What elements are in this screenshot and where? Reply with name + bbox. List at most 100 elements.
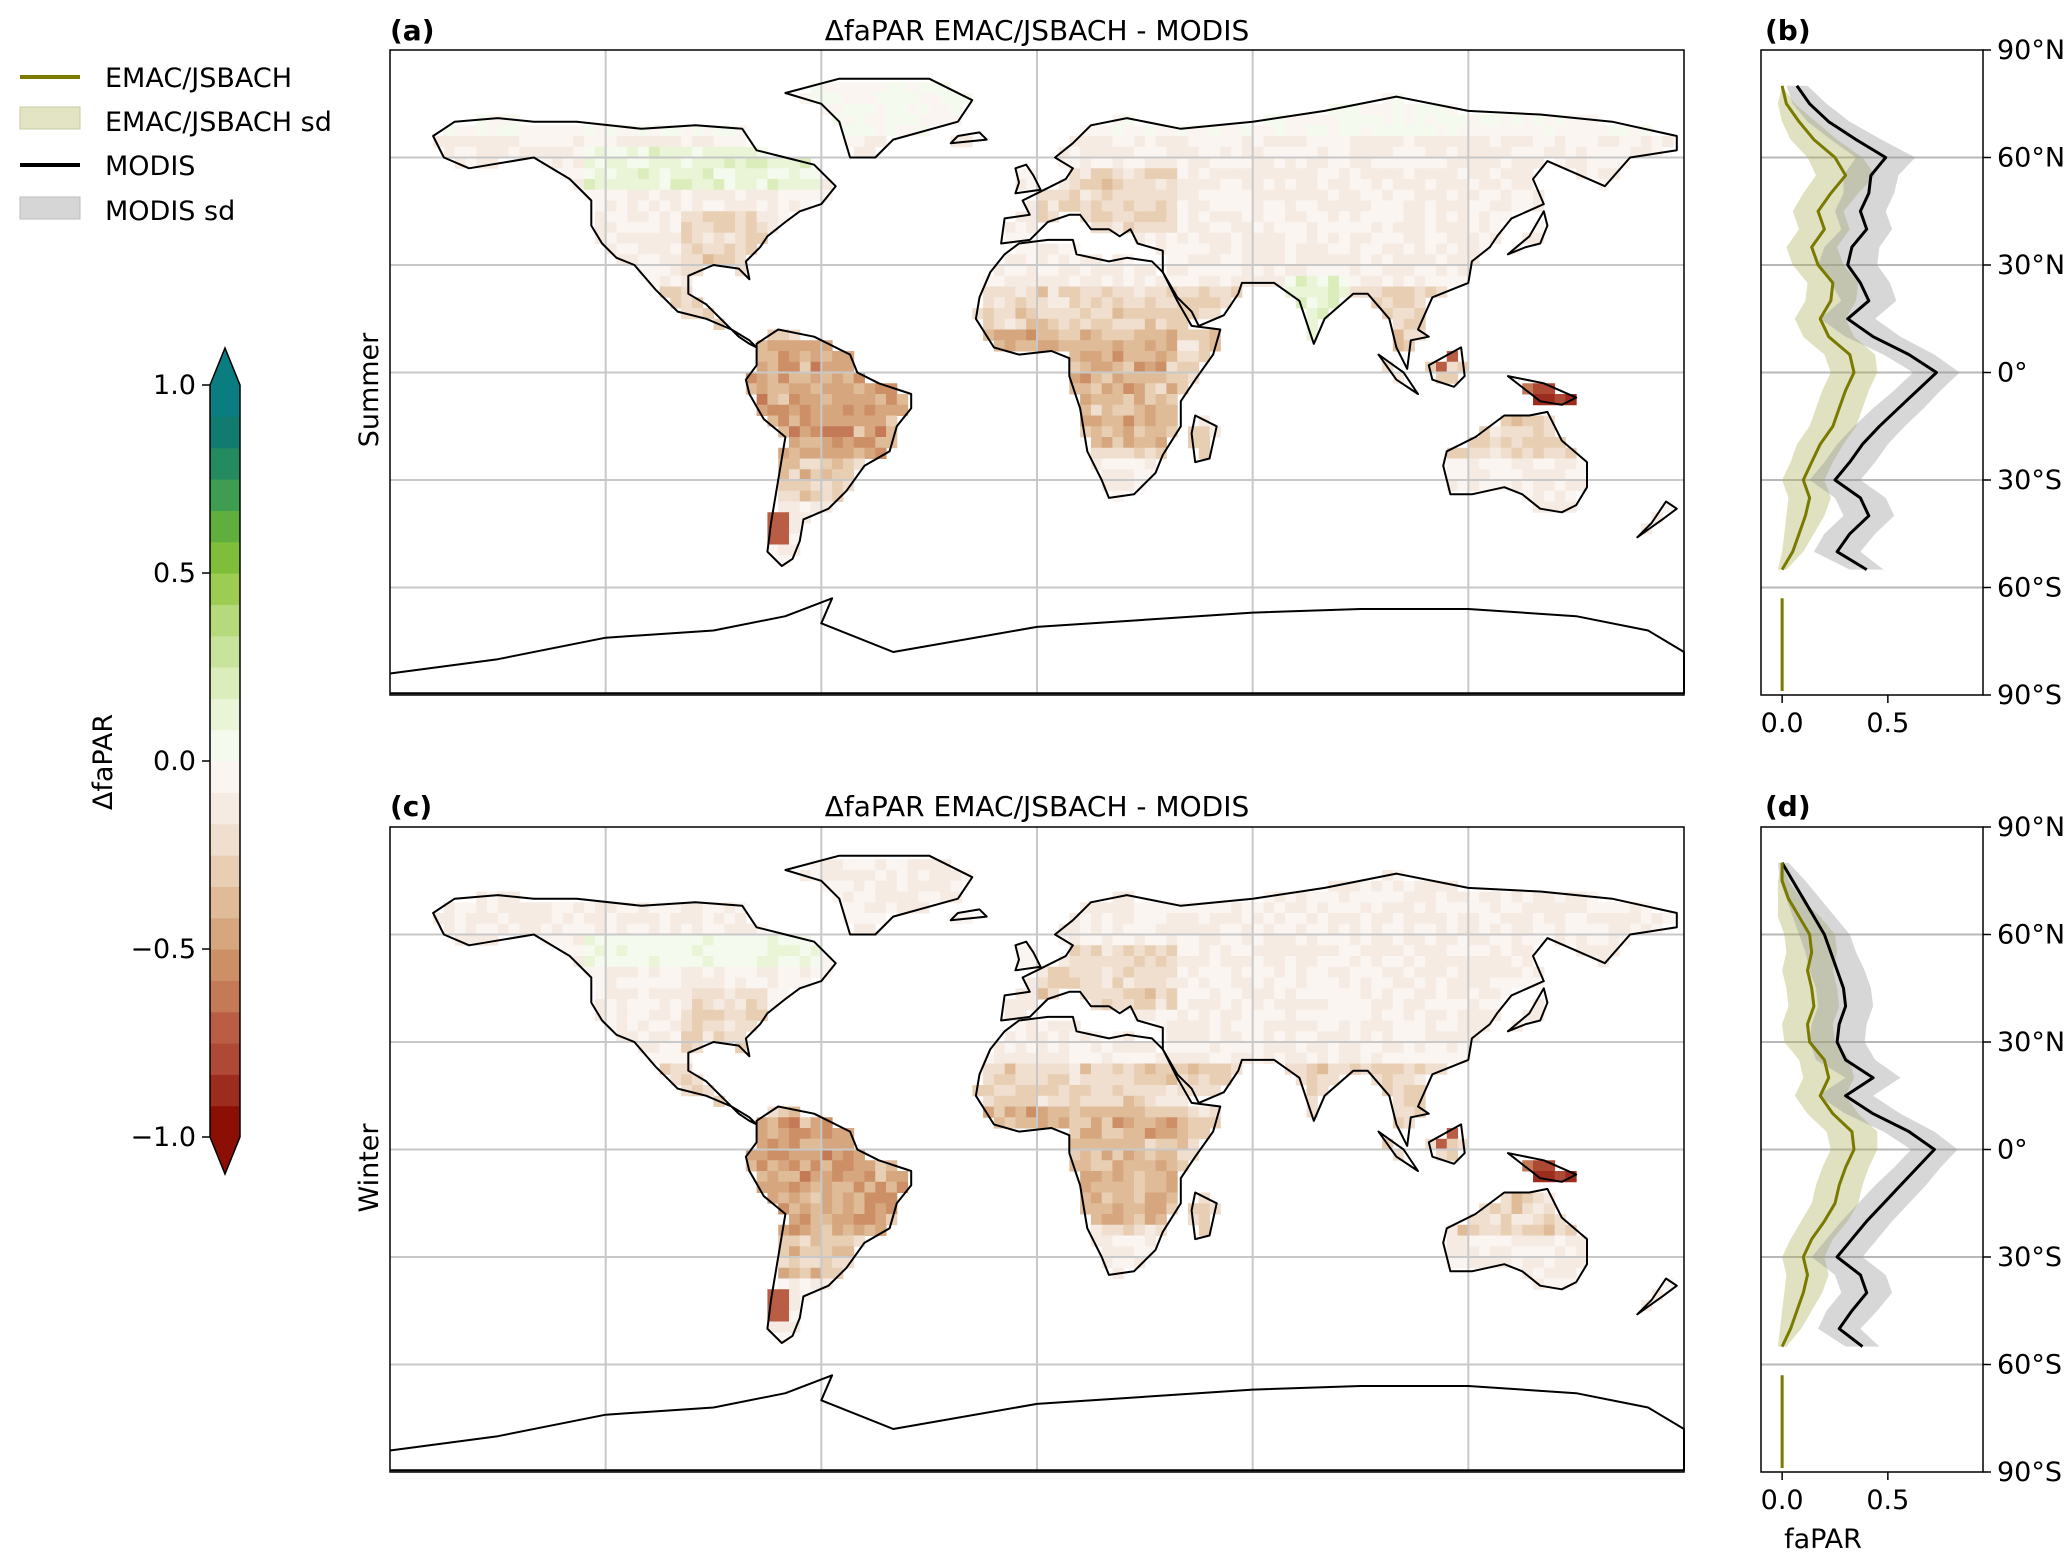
map-cell	[648, 232, 661, 244]
map-cell	[1166, 1085, 1178, 1097]
map-cell	[605, 222, 617, 234]
map-cell	[1080, 923, 1092, 935]
map-cell	[1274, 275, 1286, 287]
map-cell	[702, 232, 714, 244]
map-cell	[1144, 1063, 1157, 1075]
map-cell	[1349, 136, 1361, 148]
map-cell	[1522, 136, 1534, 148]
map-cell	[1123, 1192, 1135, 1204]
map-cell	[1349, 286, 1361, 298]
map-cell	[799, 447, 812, 459]
map-cell	[1489, 136, 1502, 148]
map-cell	[1069, 340, 1081, 352]
map-cell	[778, 394, 790, 406]
map-cell	[1155, 222, 1167, 234]
map-cell	[1144, 232, 1157, 244]
map-cell	[1004, 340, 1016, 352]
map-cell	[1522, 1214, 1534, 1226]
map-cell	[1101, 447, 1113, 459]
map-cell	[821, 458, 833, 470]
map-cell	[1403, 222, 1415, 234]
map-cell	[886, 1181, 898, 1193]
map-cell	[670, 902, 682, 914]
map-cell	[735, 254, 747, 266]
map-coastline	[1190, 1191, 1218, 1241]
map-cell	[1457, 222, 1469, 234]
map-cell	[1328, 189, 1340, 201]
map-cell	[1198, 1074, 1211, 1086]
map-cell	[1220, 945, 1232, 957]
map-cell	[1435, 114, 1448, 126]
map-cell	[1295, 157, 1308, 169]
map-cell	[551, 125, 564, 137]
map-title-winter: ΔfaPAR EMAC/JSBACH - MODIS	[825, 790, 1249, 823]
map-cell	[1565, 447, 1577, 459]
map-cell	[1101, 265, 1113, 277]
map-cell	[1241, 999, 1254, 1011]
map-cell	[1198, 988, 1211, 1000]
map-cell	[799, 1128, 812, 1140]
map-cell	[638, 945, 650, 957]
map-cell	[1252, 999, 1264, 1011]
map-cell	[1112, 480, 1124, 492]
map-cell	[1123, 1203, 1135, 1215]
map-cell	[907, 93, 919, 105]
map-cell	[1414, 211, 1426, 223]
map-cell	[1468, 1224, 1480, 1236]
map-cell	[1090, 1106, 1103, 1118]
map-cell	[1554, 394, 1566, 406]
map-cell	[1166, 211, 1178, 223]
map-cell	[810, 469, 822, 481]
map-cell	[1123, 189, 1135, 201]
map-cell	[788, 480, 801, 492]
map-cell	[1252, 146, 1264, 158]
map-cell	[1295, 297, 1308, 309]
map-cell	[853, 1149, 865, 1161]
map-cell	[1435, 1020, 1448, 1032]
map-cell	[929, 82, 941, 94]
map-cell	[810, 1246, 822, 1258]
map-cell	[551, 146, 564, 158]
map-cell	[1015, 243, 1027, 255]
map-cell	[788, 934, 801, 946]
map-cell	[1479, 222, 1491, 234]
map-cell	[1220, 286, 1232, 298]
map-cell	[1511, 945, 1523, 957]
map-cell	[1403, 308, 1415, 320]
map-cell	[1565, 114, 1577, 126]
map-cell	[1166, 1171, 1178, 1183]
map-cell	[1317, 1085, 1329, 1097]
map-cell	[691, 966, 704, 978]
map-cell	[896, 902, 909, 914]
map-cell	[1015, 265, 1027, 277]
map-coastline	[389, 597, 1685, 695]
map-cell	[1285, 125, 1297, 137]
map-cell	[1489, 211, 1502, 223]
map-cell	[1123, 200, 1135, 212]
map-cell	[659, 168, 671, 180]
map-cell	[1543, 891, 1556, 903]
map-cell	[1047, 1063, 1060, 1075]
map-cell	[1155, 340, 1167, 352]
map-cell	[1285, 966, 1297, 978]
map-cell	[799, 394, 812, 406]
map-cell	[1101, 1063, 1113, 1075]
map-cell	[1425, 999, 1437, 1011]
map-cell	[1274, 146, 1286, 158]
map-cell	[551, 902, 564, 914]
map-cell	[1166, 1192, 1178, 1204]
map-cell	[1306, 1031, 1318, 1043]
map-cell	[1479, 902, 1491, 914]
map-cell	[842, 1203, 855, 1215]
map-cell	[788, 512, 801, 524]
map-cell	[1468, 956, 1480, 968]
map-cell	[1360, 902, 1372, 914]
map-cell	[842, 415, 855, 427]
map-cell	[443, 125, 456, 137]
map-cell	[1576, 114, 1588, 126]
map-cell	[1479, 426, 1491, 438]
map-cell	[1533, 1160, 1545, 1172]
map-cell	[810, 437, 822, 449]
map-cell	[1123, 340, 1135, 352]
map-cell	[1414, 1042, 1426, 1054]
